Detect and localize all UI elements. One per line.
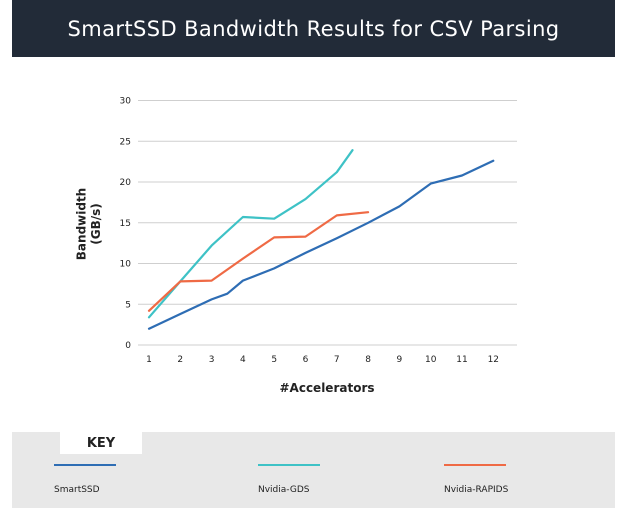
legend-line <box>258 464 320 466</box>
x-tick-label: 5 <box>271 355 277 365</box>
y-tick-label: 15 <box>120 219 131 229</box>
y-tick-label: 0 <box>125 341 131 351</box>
key-heading: KEY <box>60 432 142 454</box>
legend-label: Nvidia-GDS <box>258 485 310 495</box>
series-line-nvidia-gds <box>147 149 354 319</box>
series-line-smartssd <box>147 159 495 330</box>
x-tick-label: 10 <box>425 355 437 365</box>
x-tick-label: 2 <box>177 355 183 365</box>
x-tick-label: 1 <box>146 355 152 365</box>
y-axis-title: Bandwidth(GB/s) <box>75 188 103 260</box>
legend-line <box>54 464 116 466</box>
y-axis-title-line: (GB/s) <box>89 203 103 245</box>
x-axis-title: #Accelerators <box>279 381 374 395</box>
y-tick-label: 20 <box>120 178 132 188</box>
legend-label: SmartSSD <box>54 485 100 495</box>
y-tick-label: 5 <box>125 300 131 310</box>
legend-item-nvidia-rapids: Nvidia-RAPIDS <box>444 464 508 496</box>
x-tick-label: 8 <box>365 355 371 365</box>
y-tick-label: 10 <box>120 260 132 270</box>
legend-key: KEY SmartSSD Nvidia-GDS Nvidia-RAPIDS <box>12 432 615 508</box>
legend-item-nvidia-gds: Nvidia-GDS <box>258 464 320 496</box>
x-tick-label: 9 <box>397 355 403 365</box>
chart-title: SmartSSD Bandwidth Results for CSV Parsi… <box>67 16 560 41</box>
x-tick-label: 6 <box>303 355 309 365</box>
y-tick-label: 25 <box>120 137 131 147</box>
x-tick-label: 7 <box>334 355 340 365</box>
x-tick-label: 11 <box>456 355 467 365</box>
series-line-nvidia-rapids <box>147 211 370 312</box>
y-axis-title-line: Bandwidth <box>75 188 89 260</box>
legend-item-smartssd: SmartSSD <box>54 464 116 496</box>
legend-label: Nvidia-RAPIDS <box>444 485 509 495</box>
x-tick-label: 3 <box>209 355 215 365</box>
x-tick-label: 4 <box>240 355 246 365</box>
y-tick-label: 30 <box>120 97 132 107</box>
x-tick-label: 12 <box>488 355 499 365</box>
chart-title-bar: SmartSSD Bandwidth Results for CSV Parsi… <box>12 0 615 57</box>
legend-line <box>444 464 506 466</box>
